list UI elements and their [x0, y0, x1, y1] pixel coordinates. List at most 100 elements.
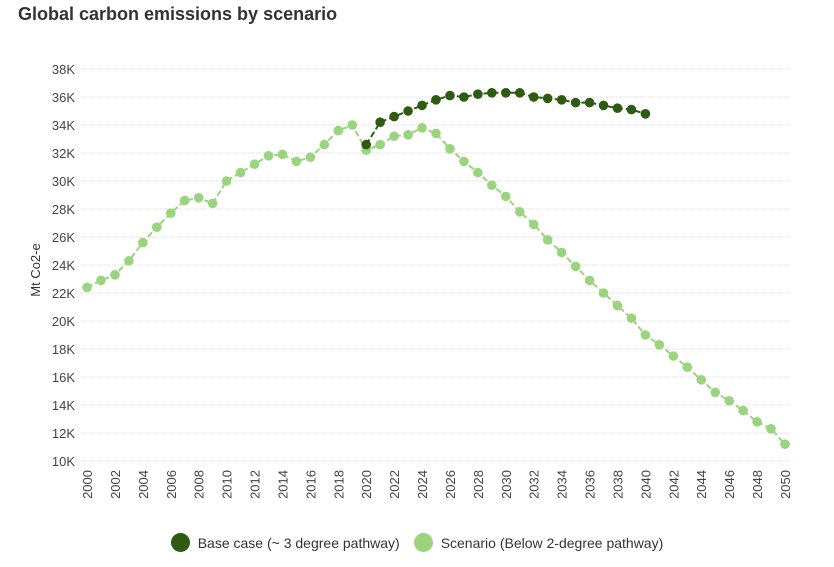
y-tick-label: 30K: [52, 174, 75, 189]
data-point-scenario[interactable]: [375, 139, 385, 150]
data-point-scenario[interactable]: [96, 275, 106, 286]
data-point-scenario[interactable]: [152, 222, 162, 232]
data-point-scenario[interactable]: [528, 219, 539, 230]
data-point-scenario[interactable]: [235, 167, 246, 178]
data-point-scenario[interactable]: [696, 375, 707, 385]
y-tick-label: 22K: [52, 286, 75, 301]
data-point-scenario[interactable]: [347, 120, 358, 130]
data-point-scenario[interactable]: [179, 195, 190, 206]
data-point-scenario[interactable]: [389, 131, 399, 141]
x-tick-label: 2014: [275, 470, 290, 499]
x-tick-label: 2000: [80, 470, 95, 499]
data-point-scenario[interactable]: [319, 139, 330, 150]
data-point-scenario[interactable]: [138, 237, 148, 248]
data-point-scenario[interactable]: [110, 270, 120, 280]
data-point-scenario[interactable]: [780, 439, 790, 450]
y-tick-label: 38K: [52, 62, 75, 77]
data-point-scenario[interactable]: [124, 255, 134, 266]
x-tick-label: 2020: [359, 470, 374, 499]
data-point-scenario[interactable]: [626, 313, 637, 324]
data-point-scenario[interactable]: [654, 340, 665, 350]
data-point-scenario[interactable]: [459, 156, 469, 167]
data-point-scenario[interactable]: [612, 300, 623, 311]
data-point-scenario[interactable]: [598, 288, 609, 298]
data-point-scenario[interactable]: [165, 208, 176, 218]
data-point-scenario[interactable]: [221, 176, 232, 186]
legend-scenario-swatch: [413, 533, 433, 552]
x-tick-label: 2012: [248, 470, 263, 499]
data-point-scenario[interactable]: [193, 193, 204, 203]
data-point-scenario[interactable]: [82, 282, 92, 293]
data-point-scenario[interactable]: [445, 144, 455, 154]
data-point-base[interactable]: [459, 92, 469, 102]
y-tick-label: 12K: [52, 426, 75, 441]
data-point-base[interactable]: [584, 97, 595, 108]
x-tick-label: 2004: [136, 470, 151, 499]
data-point-base[interactable]: [598, 100, 609, 111]
x-tick-label: 2044: [694, 470, 709, 499]
x-tick-label: 2018: [331, 470, 346, 499]
data-point-base[interactable]: [501, 88, 511, 98]
data-point-scenario[interactable]: [682, 362, 693, 373]
data-point-base[interactable]: [612, 103, 623, 113]
data-point-scenario[interactable]: [752, 417, 762, 427]
data-point-scenario[interactable]: [277, 149, 288, 160]
data-point-base[interactable]: [570, 97, 581, 108]
data-point-base[interactable]: [514, 88, 525, 98]
data-point-scenario[interactable]: [668, 351, 679, 361]
legend-base-swatch: [170, 533, 190, 552]
data-point-scenario[interactable]: [501, 191, 511, 202]
data-point-scenario[interactable]: [584, 275, 595, 286]
x-tick-label: 2016: [303, 470, 318, 499]
data-point-base[interactable]: [445, 90, 455, 101]
data-point-scenario[interactable]: [473, 167, 483, 178]
data-point-scenario[interactable]: [724, 396, 734, 406]
legend-item-base[interactable]: Base case (~ 3 degree pathway): [170, 533, 400, 552]
data-point-scenario[interactable]: [640, 330, 651, 340]
data-point-scenario[interactable]: [333, 125, 344, 136]
data-point-base[interactable]: [375, 117, 385, 127]
data-point-scenario[interactable]: [431, 128, 441, 139]
data-point-scenario[interactable]: [249, 159, 260, 169]
x-tick-label: 2002: [108, 470, 123, 499]
data-point-base[interactable]: [528, 92, 539, 102]
legend: Base case (~ 3 degree pathway) Scenario …: [0, 533, 834, 552]
series-points: [82, 88, 790, 450]
data-point-base[interactable]: [626, 104, 637, 115]
data-point-base[interactable]: [542, 93, 553, 104]
x-tick-label: 2038: [610, 470, 625, 499]
x-tick-label: 2006: [164, 470, 179, 499]
x-tick-label: 2022: [387, 470, 402, 499]
legend-scenario-label: Scenario (Below 2-degree pathway): [440, 534, 664, 551]
x-axis-ticks: 2000 2002 2004 2006 2008 2010 2012 2014 2016 2018…: [80, 470, 793, 499]
x-tick-label: 2048: [750, 470, 765, 499]
data-point-base[interactable]: [361, 139, 372, 150]
data-point-scenario[interactable]: [542, 235, 553, 245]
data-point-scenario[interactable]: [403, 130, 413, 140]
data-point-base[interactable]: [403, 106, 413, 116]
data-point-base[interactable]: [431, 95, 441, 105]
y-tick-label: 14K: [52, 398, 75, 413]
data-point-base[interactable]: [640, 109, 651, 119]
data-point-scenario[interactable]: [417, 123, 427, 133]
y-tick-label: 10K: [52, 454, 75, 469]
data-point-scenario[interactable]: [570, 261, 581, 272]
data-point-base[interactable]: [556, 95, 567, 105]
data-point-base[interactable]: [389, 111, 399, 122]
data-point-scenario[interactable]: [207, 198, 218, 209]
data-point-scenario[interactable]: [514, 207, 525, 217]
legend-item-scenario[interactable]: Scenario (Below 2-degree pathway): [413, 533, 664, 552]
x-tick-label: 2032: [527, 470, 542, 499]
data-point-base[interactable]: [487, 88, 497, 98]
data-point-scenario[interactable]: [487, 180, 497, 190]
data-point-scenario[interactable]: [738, 405, 748, 416]
data-point-scenario[interactable]: [766, 424, 776, 434]
data-point-scenario[interactable]: [291, 156, 302, 167]
data-point-scenario[interactable]: [556, 247, 567, 258]
data-point-scenario[interactable]: [263, 151, 274, 161]
data-point-base[interactable]: [417, 100, 427, 111]
data-point-base[interactable]: [473, 89, 483, 99]
data-point-scenario[interactable]: [710, 387, 720, 398]
data-point-scenario[interactable]: [305, 152, 316, 162]
